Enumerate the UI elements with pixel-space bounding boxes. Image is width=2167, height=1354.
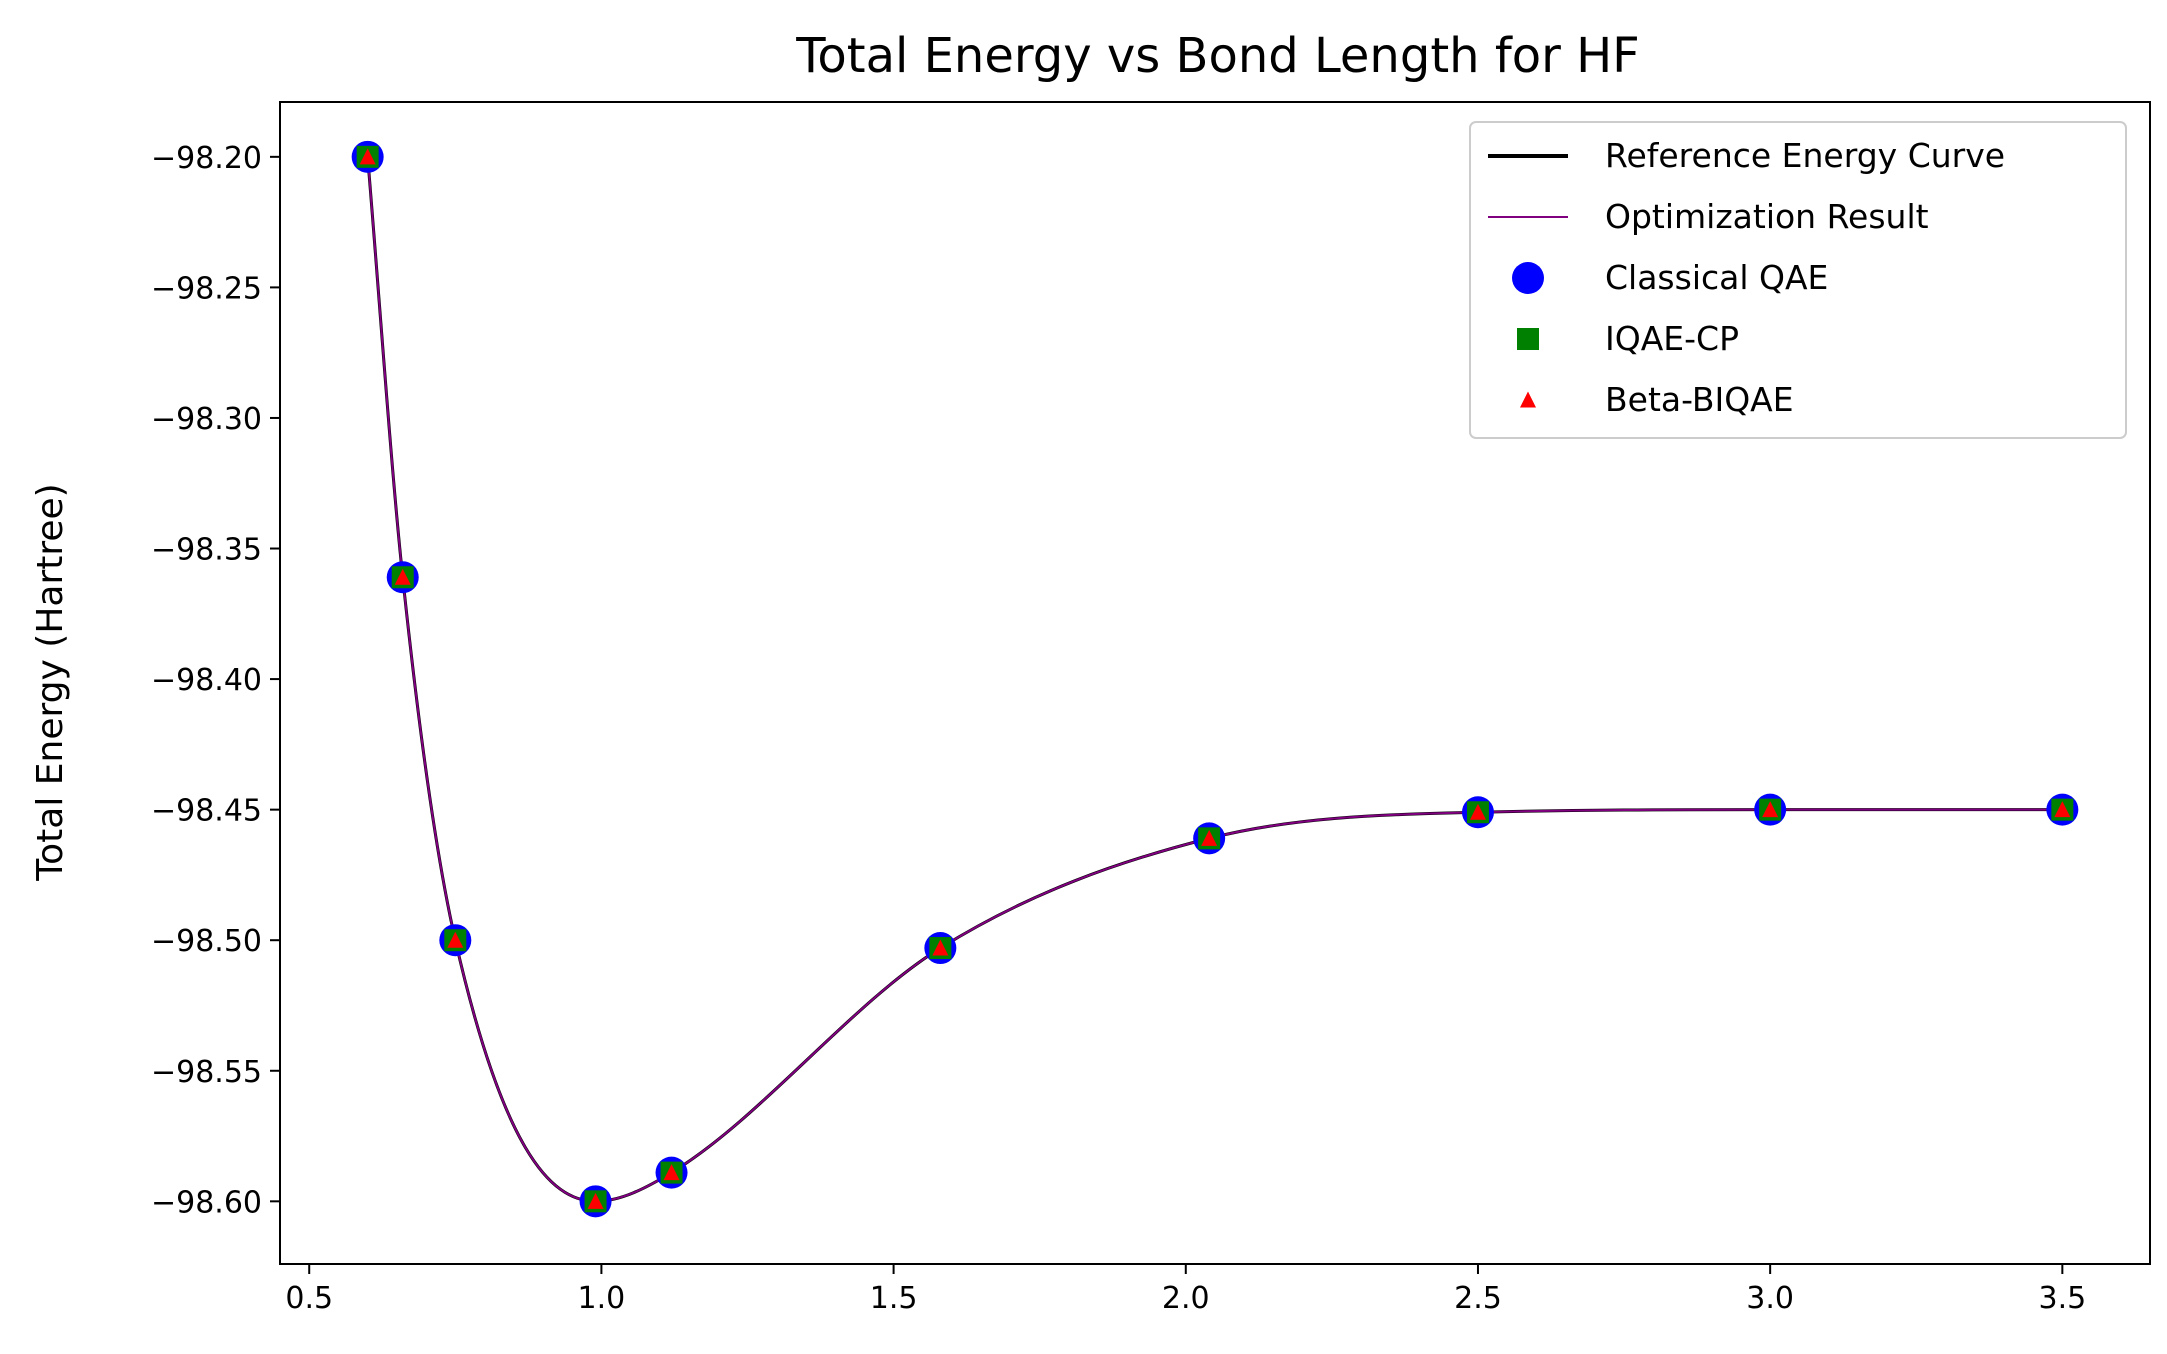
x-tick-label: 1.0 [578, 1281, 626, 1316]
chart-title: Total Energy vs Bond Length for HF [795, 28, 1640, 84]
legend-label: Optimization Result [1605, 197, 1929, 236]
beta-biqae-point [932, 939, 949, 956]
legend-label: IQAE-CP [1605, 319, 1739, 358]
legend-entry-optimization: Optimization Result [1488, 197, 1929, 236]
y-axis-title: Total Energy (Hartree) [30, 483, 71, 881]
legend-entry-reference: Reference Energy Curve [1488, 136, 2005, 175]
series-beta-biqae-markers [359, 148, 2071, 1209]
y-tick-label: −98.20 [151, 141, 262, 176]
series-optimization-result [366, 156, 2063, 1203]
plot-frame [279, 101, 2151, 1265]
beta-biqae-point [663, 1164, 680, 1181]
beta-biqae-point [359, 148, 376, 165]
y-tick-label: −98.35 [151, 533, 262, 568]
beta-biqae-point [587, 1192, 604, 1209]
x-tick-label: 3.5 [2038, 1281, 2086, 1316]
legend-label: Classical QAE [1605, 258, 1828, 297]
x-tick-label: 0.5 [285, 1281, 333, 1316]
legend-box [1469, 121, 2127, 439]
y-tick-label: −98.45 [151, 794, 262, 829]
beta-biqae-point [1762, 801, 1779, 818]
y-tick-label: −98.55 [151, 1055, 262, 1090]
y-tick-label: −98.40 [151, 663, 262, 698]
y-tick-label: −98.30 [151, 402, 262, 437]
x-tick-label: 2.5 [1454, 1281, 1502, 1316]
x-axis: 0.5 1.0 1.5 2.0 2.5 3.0 3.5 [285, 1264, 2086, 1316]
optimization-result-line [366, 156, 2063, 1203]
legend-label: Beta-BIQAE [1605, 380, 1794, 419]
legend-entry-classical-qae: Classical QAE [1512, 258, 1828, 297]
y-tick-label: −98.60 [151, 1185, 262, 1220]
beta-biqae-point [447, 931, 464, 948]
plot-area [351, 140, 2079, 1218]
x-tick-label: 1.5 [870, 1281, 918, 1316]
beta-biqae-point [394, 568, 411, 585]
x-tick-label: 3.0 [1746, 1281, 1794, 1316]
legend-marker-swatch [1517, 328, 1539, 350]
legend-label: Reference Energy Curve [1605, 136, 2005, 175]
legend: Reference Energy Curve Optimization Resul… [1469, 121, 2127, 439]
x-tick-label: 2.0 [1162, 1281, 1210, 1316]
y-axis: −98.20 −98.25 −98.30 −98.35 −98.40 −98.45 −98.… [151, 141, 280, 1220]
y-tick-label: −98.50 [151, 924, 262, 959]
legend-entry-iqae-cp: IQAE-CP [1517, 319, 1739, 358]
legend-marker-swatch [1512, 262, 1544, 294]
y-tick-label: −98.25 [151, 271, 262, 306]
legend-entry-beta-biqae: Beta-BIQAE [1520, 380, 1794, 419]
beta-biqae-point [1201, 829, 1218, 846]
legend-marker-swatch [1520, 391, 1536, 408]
beta-biqae-point [1469, 803, 1486, 820]
beta-biqae-point [2054, 801, 2071, 818]
